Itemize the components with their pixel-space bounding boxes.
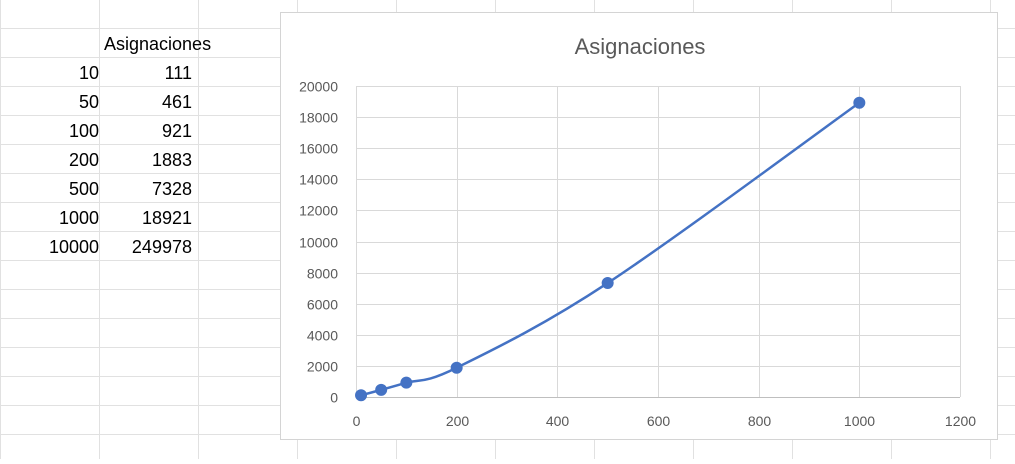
cell-a-row-3[interactable]: 100 bbox=[68, 121, 99, 141]
data-point bbox=[355, 389, 368, 402]
cell-a-row-5[interactable]: 500 bbox=[68, 179, 99, 199]
cell-a-row-4[interactable]: 200 bbox=[68, 150, 99, 170]
data-point bbox=[601, 277, 614, 290]
y-tick-label: 4000 bbox=[307, 328, 338, 344]
chart-object[interactable]: Asignaciones 0 2000 4000 6000 8000 10000 12000… bbox=[280, 12, 998, 440]
scatter-chart: Asignaciones 020004000600080001000012000… bbox=[299, 34, 977, 429]
x-tick-label: 1000 bbox=[844, 413, 875, 429]
y-tick-label: 12000 bbox=[299, 203, 338, 219]
cell-a-row-2[interactable]: 50 bbox=[78, 92, 99, 112]
y-tick-label: 18000 bbox=[299, 110, 338, 126]
data-point bbox=[450, 361, 463, 374]
y-tick-label: 20000 bbox=[299, 79, 338, 95]
cell-b-row-2[interactable]: 461 bbox=[161, 92, 192, 112]
y-axis-ticks: 0 2000 4000 6000 8000 10000 12000 14000 16000 180… bbox=[299, 79, 338, 406]
series-line bbox=[360, 101, 861, 397]
series-curve bbox=[360, 101, 861, 397]
header-cell-asignaciones[interactable]: Asignaciones bbox=[104, 34, 212, 54]
cell-b-row-5[interactable]: 7328 bbox=[151, 179, 192, 199]
y-tick-label: 8000 bbox=[307, 266, 338, 282]
y-tick-label: 6000 bbox=[307, 297, 338, 313]
y-tick-label: 0 bbox=[330, 390, 338, 406]
cell-b-row-6[interactable]: 18921 bbox=[141, 208, 192, 228]
cell-a-row-1[interactable]: 10 bbox=[78, 63, 99, 83]
series-points bbox=[355, 96, 866, 402]
cell-a-row-7[interactable]: 10000 bbox=[48, 237, 99, 257]
y-tick-label: 14000 bbox=[299, 172, 338, 188]
data-point bbox=[375, 383, 388, 396]
data-point bbox=[853, 96, 866, 109]
data-point bbox=[400, 376, 413, 389]
x-axis-ticks: 0 200 400 600 800 1000 1200 bbox=[353, 413, 977, 429]
y-tick-label: 16000 bbox=[299, 141, 338, 157]
x-tick-label: 200 bbox=[446, 413, 470, 429]
x-tick-label: 800 bbox=[748, 413, 772, 429]
y-tick-label: 2000 bbox=[307, 359, 338, 375]
x-tick-label: 0 bbox=[353, 413, 361, 429]
cell-a-row-6[interactable]: 1000 bbox=[58, 208, 99, 228]
x-tick-label: 1200 bbox=[945, 413, 976, 429]
chart-title: Asignaciones bbox=[575, 34, 706, 59]
cell-b-row-3[interactable]: 921 bbox=[161, 121, 192, 141]
cell-b-row-7[interactable]: 249978 bbox=[131, 237, 192, 257]
chart-gridlines bbox=[356, 86, 961, 398]
y-tick-label: 10000 bbox=[299, 235, 338, 251]
cell-b-row-4[interactable]: 1883 bbox=[151, 150, 192, 170]
x-tick-label: 600 bbox=[647, 413, 671, 429]
cell-b-row-1[interactable]: 111 bbox=[164, 63, 192, 83]
x-tick-label: 400 bbox=[546, 413, 570, 429]
